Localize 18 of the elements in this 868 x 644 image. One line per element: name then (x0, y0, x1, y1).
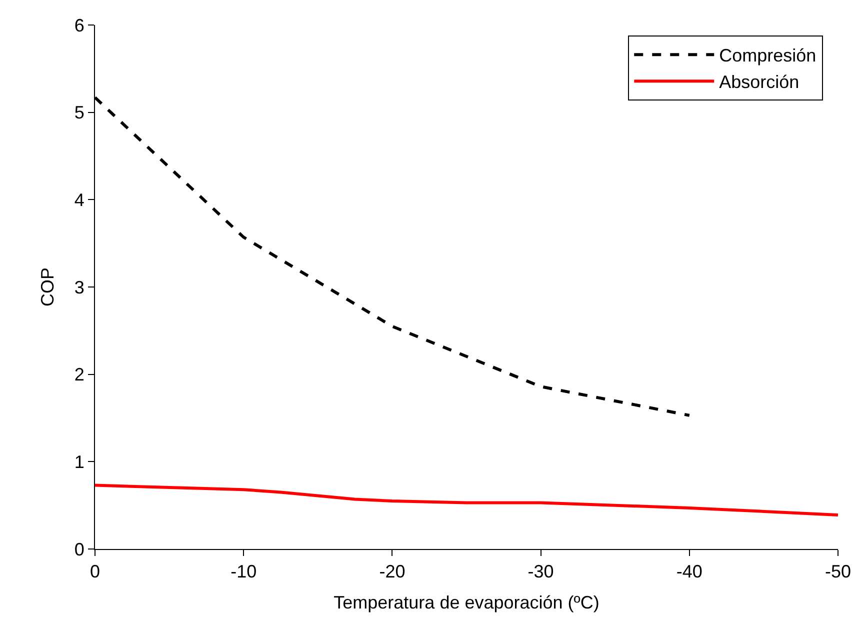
y-axis-title: COP (38, 267, 58, 307)
x-tick-label: 0 (90, 562, 100, 582)
y-tick-label: 4 (74, 190, 84, 210)
y-tick-label: 1 (74, 452, 84, 472)
y-tick-label: 2 (74, 364, 84, 385)
y-tick-label: 5 (74, 102, 84, 123)
line-series (95, 484, 838, 516)
x-tick-label: -30 (528, 562, 554, 582)
y-tick-label: 6 (74, 15, 84, 36)
x-axis-title: Temperatura de evaporación (ºC) (334, 592, 600, 613)
x-tick-label: -20 (379, 562, 406, 582)
y-tick-label: 0 (74, 539, 84, 560)
x-tick-label: -10 (230, 562, 257, 582)
legend-label: Absorción (719, 72, 800, 92)
x-tick-label: -50 (824, 562, 852, 582)
x-tick-label: -40 (676, 562, 702, 582)
y-tick-label: 3 (74, 277, 84, 298)
legend-label: Compresión (719, 46, 816, 66)
